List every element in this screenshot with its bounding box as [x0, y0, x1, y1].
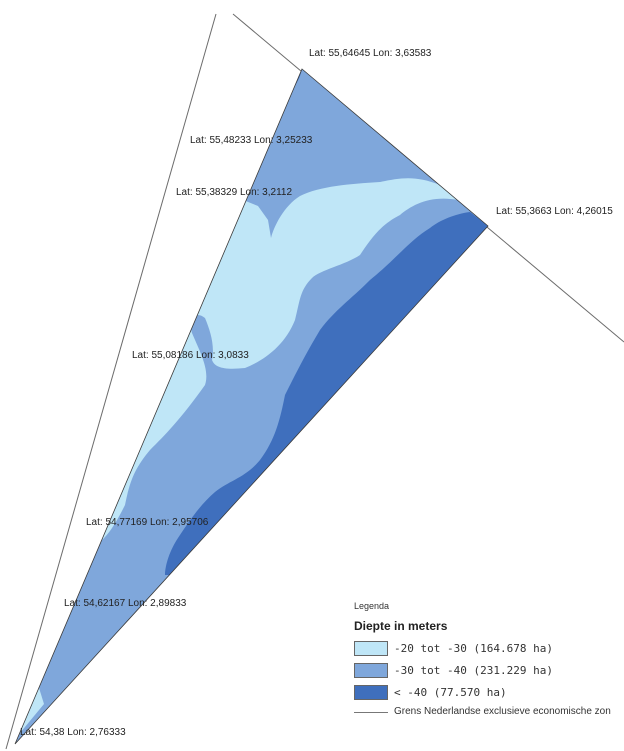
map-legend: Legenda Diepte in meters -20 tot -30 (16… — [354, 601, 624, 717]
coordinate-label: Lat: 55,08186 Lon: 3,0833 — [132, 350, 249, 361]
legend-label: -30 tot -40 (231.229 ha) — [394, 664, 553, 677]
legend-swatch — [354, 663, 388, 678]
coordinate-label: Lat: 55,48233 Lon: 3,25233 — [190, 135, 313, 146]
boundary-line-sample — [354, 712, 388, 713]
legend-label: -20 tot -30 (164.678 ha) — [394, 642, 553, 655]
legend-swatch — [354, 685, 388, 700]
eez-boundary-line — [5, 13, 217, 750]
legend-label: < -40 (77.570 ha) — [394, 686, 507, 699]
coordinate-label: Lat: 55,3663 Lon: 4,26015 — [496, 206, 613, 217]
legend-swatch — [354, 641, 388, 656]
coordinate-label: Lat: 54,62167 Lon: 2,89833 — [64, 598, 187, 609]
legend-title: Legenda — [354, 601, 390, 611]
legend-heading: Diepte in meters — [354, 619, 448, 633]
coordinate-label: Lat: 55,64645 Lon: 3,63583 — [309, 48, 432, 59]
coordinate-label: Lat: 54,38 Lon: 2,76333 — [20, 727, 126, 738]
legend-label: Grens Nederlandse exclusieve economische… — [394, 706, 611, 717]
area-outline — [14, 68, 489, 745]
coordinate-label: Lat: 55,38329 Lon: 3,2112 — [176, 187, 293, 198]
coordinate-label: Lat: 54,77169 Lon: 2,95706 — [86, 517, 209, 528]
